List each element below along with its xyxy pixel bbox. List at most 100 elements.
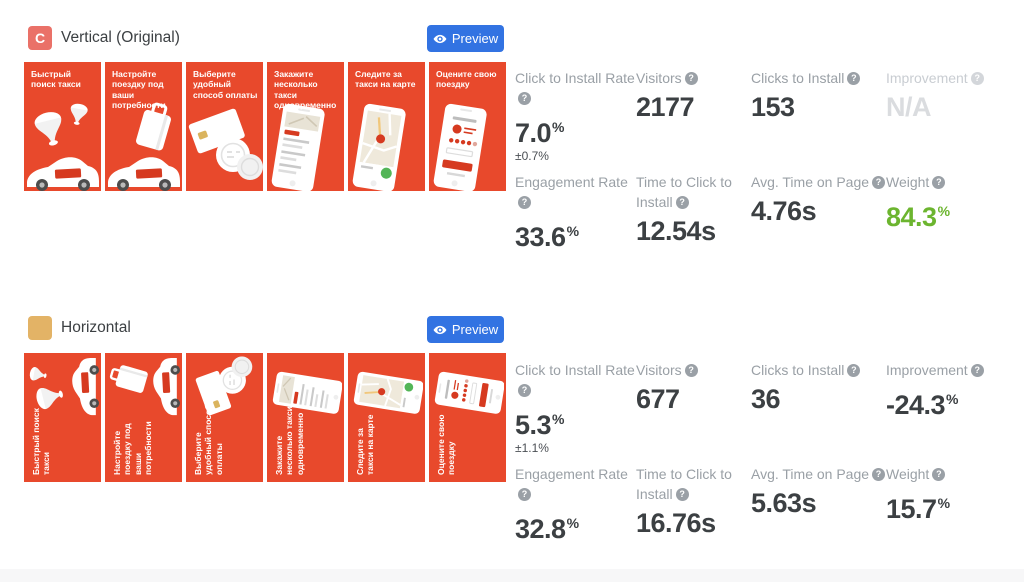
creative-thumbnail[interactable]: Закажите несколько такси одновременно bbox=[267, 353, 344, 482]
variant-header: C Vertical (Original) bbox=[28, 26, 180, 50]
preview-button-label: Preview bbox=[451, 322, 499, 337]
help-icon[interactable]: ? bbox=[684, 363, 698, 377]
creative-title: Оцените свою поездку bbox=[436, 69, 497, 90]
metric-label: Avg. Time on Page? bbox=[751, 172, 886, 192]
bottom-divider bbox=[0, 569, 1024, 582]
card-coins-illustration bbox=[186, 99, 263, 191]
creative-thumbnail[interactable]: Следите за такси на карте bbox=[348, 62, 425, 191]
eye-icon bbox=[433, 34, 447, 43]
help-icon[interactable]: ? bbox=[970, 71, 984, 85]
metric-value: 33.6% bbox=[515, 222, 580, 252]
metric-weight: Weight? 15.7% bbox=[886, 464, 1020, 568]
metric-value: 5.3% bbox=[515, 410, 565, 440]
metric-click-to-install-rate: Click to Install Rate? 5.3% ±1.1% bbox=[515, 360, 636, 464]
metric-engagement-rate: Engagement Rate? 32.8% bbox=[515, 464, 636, 568]
creative-thumbnails-row: Быстрый поиск такси Настройте поездку по… bbox=[24, 62, 506, 191]
help-icon[interactable]: ? bbox=[847, 363, 861, 377]
metrics-grid: Click to Install Rate? 5.3% ±1.1% Visito… bbox=[515, 360, 1020, 568]
metric-value: 5.63s bbox=[751, 488, 817, 518]
metric-label: Time to Click to Install? bbox=[636, 174, 732, 210]
creative-title: Следите за такси на карте bbox=[355, 69, 416, 90]
help-icon[interactable]: ? bbox=[684, 71, 698, 85]
creative-thumbnail[interactable]: Следите за такси на карте bbox=[348, 353, 425, 482]
metric-label: Weight? bbox=[886, 172, 1020, 192]
preview-button[interactable]: Preview bbox=[427, 316, 504, 343]
help-icon[interactable]: ? bbox=[932, 467, 946, 481]
metric-improvement: Improvement? -24.3% bbox=[886, 360, 1020, 464]
metric-time-to-click-to-install: Time to Click to Install? 12.54s bbox=[636, 172, 751, 276]
pins-car-illustration bbox=[24, 99, 101, 191]
metric-value: 12.54s bbox=[636, 216, 716, 246]
metric-weight: Weight? 84.3% bbox=[886, 172, 1020, 276]
metric-label: Improvement? bbox=[886, 68, 1020, 88]
creative-thumbnail[interactable]: Настройте поездку под ваши потребности bbox=[105, 62, 182, 191]
metric-label: Visitors? bbox=[636, 68, 751, 88]
creative-thumbnails-row: Быстрый поиск такси Настройте поездку по… bbox=[24, 353, 506, 482]
metric-avg-time-on-page: Avg. Time on Page? 4.76s bbox=[751, 172, 886, 276]
metric-label: Clicks to Install? bbox=[751, 360, 886, 380]
metric-label: Visitors? bbox=[636, 360, 751, 380]
metric-value: 15.7% bbox=[886, 494, 951, 524]
help-icon[interactable]: ? bbox=[847, 71, 861, 85]
help-icon[interactable]: ? bbox=[872, 467, 886, 481]
help-icon[interactable]: ? bbox=[970, 363, 984, 377]
eye-icon bbox=[433, 325, 447, 334]
preview-button-label: Preview bbox=[451, 31, 499, 46]
creative-thumbnail[interactable]: Быстрый поиск такси bbox=[24, 353, 101, 482]
metric-value: -24.3% bbox=[886, 390, 959, 420]
metric-value: 4.76s bbox=[751, 196, 817, 226]
help-icon[interactable]: ? bbox=[872, 175, 886, 189]
metric-time-to-click-to-install: Time to Click to Install? 16.76s bbox=[636, 464, 751, 568]
help-icon[interactable]: ? bbox=[675, 487, 689, 501]
metric-label: Time to Click to Install? bbox=[636, 466, 732, 502]
metric-label: Click to Install Rate? bbox=[515, 70, 635, 105]
help-icon[interactable]: ? bbox=[518, 195, 531, 209]
metric-label: Weight? bbox=[886, 464, 1020, 484]
metric-label: Click to Install Rate? bbox=[515, 362, 635, 397]
metric-improvement: Improvement? N/A bbox=[886, 68, 1020, 172]
metric-margin-of-error: ±0.7% bbox=[515, 149, 549, 163]
help-icon[interactable]: ? bbox=[518, 487, 531, 501]
metric-visitors: Visitors? 2177 bbox=[636, 68, 751, 172]
metric-clicks-to-install: Clicks to Install? 153 bbox=[751, 68, 886, 172]
metric-click-to-install-rate: Click to Install Rate? 7.0% ±0.7% bbox=[515, 68, 636, 172]
creative-thumbnail[interactable]: Закажите несколько такси одновременно bbox=[267, 62, 344, 191]
metric-visitors: Visitors? 677 bbox=[636, 360, 751, 464]
creative-title: Настройте поездку под ваши потребности bbox=[112, 421, 154, 475]
phone-list-illustration bbox=[267, 99, 344, 191]
help-icon[interactable]: ? bbox=[518, 383, 531, 397]
creative-title: Закажите несколько такси одновременно bbox=[274, 69, 337, 111]
metric-value: 36 bbox=[751, 384, 781, 414]
creative-thumbnail[interactable]: Оцените свою поездку bbox=[429, 353, 506, 482]
creative-title: Выберите удобный способ оплаты bbox=[193, 69, 258, 100]
phone-rating-illustration bbox=[429, 99, 506, 191]
metric-value: 32.8% bbox=[515, 514, 580, 544]
variant-color-badge: C bbox=[28, 26, 52, 50]
creative-thumbnail[interactable]: Настройте поездку под ваши потребности bbox=[105, 353, 182, 482]
suitcase-car-illustration bbox=[105, 99, 182, 191]
creative-title: Настройте поездку под ваши потребности bbox=[112, 69, 166, 111]
preview-button[interactable]: Preview bbox=[427, 25, 504, 52]
metric-label: Engagement Rate? bbox=[515, 466, 628, 501]
metric-value: 84.3% bbox=[886, 202, 951, 232]
help-icon[interactable]: ? bbox=[675, 195, 689, 209]
creative-thumbnail[interactable]: Оцените свою поездку bbox=[429, 62, 506, 191]
phone-map-illustration bbox=[348, 99, 425, 191]
variant-name: Vertical (Original) bbox=[61, 29, 180, 46]
metric-avg-time-on-page: Avg. Time on Page? 5.63s bbox=[751, 464, 886, 568]
metric-label: Avg. Time on Page? bbox=[751, 464, 886, 484]
help-icon[interactable]: ? bbox=[518, 91, 531, 105]
creative-thumbnail[interactable]: Выберите удобный способ оплаты bbox=[186, 62, 263, 191]
metric-label: Improvement? bbox=[886, 360, 1020, 380]
variant-header: Horizontal bbox=[28, 316, 131, 340]
metric-margin-of-error: ±1.1% bbox=[515, 441, 549, 455]
variant-color-badge bbox=[28, 316, 52, 340]
creative-thumbnail[interactable]: Быстрый поиск такси bbox=[24, 62, 101, 191]
metric-label: Clicks to Install? bbox=[751, 68, 886, 88]
creative-thumbnail[interactable]: Выберите удобный способ оплаты bbox=[186, 353, 263, 482]
creative-title: Следите за такси на карте bbox=[355, 414, 376, 475]
help-icon[interactable]: ? bbox=[932, 175, 946, 189]
metric-value: 2177 bbox=[636, 92, 695, 122]
variant-name: Horizontal bbox=[61, 319, 131, 336]
